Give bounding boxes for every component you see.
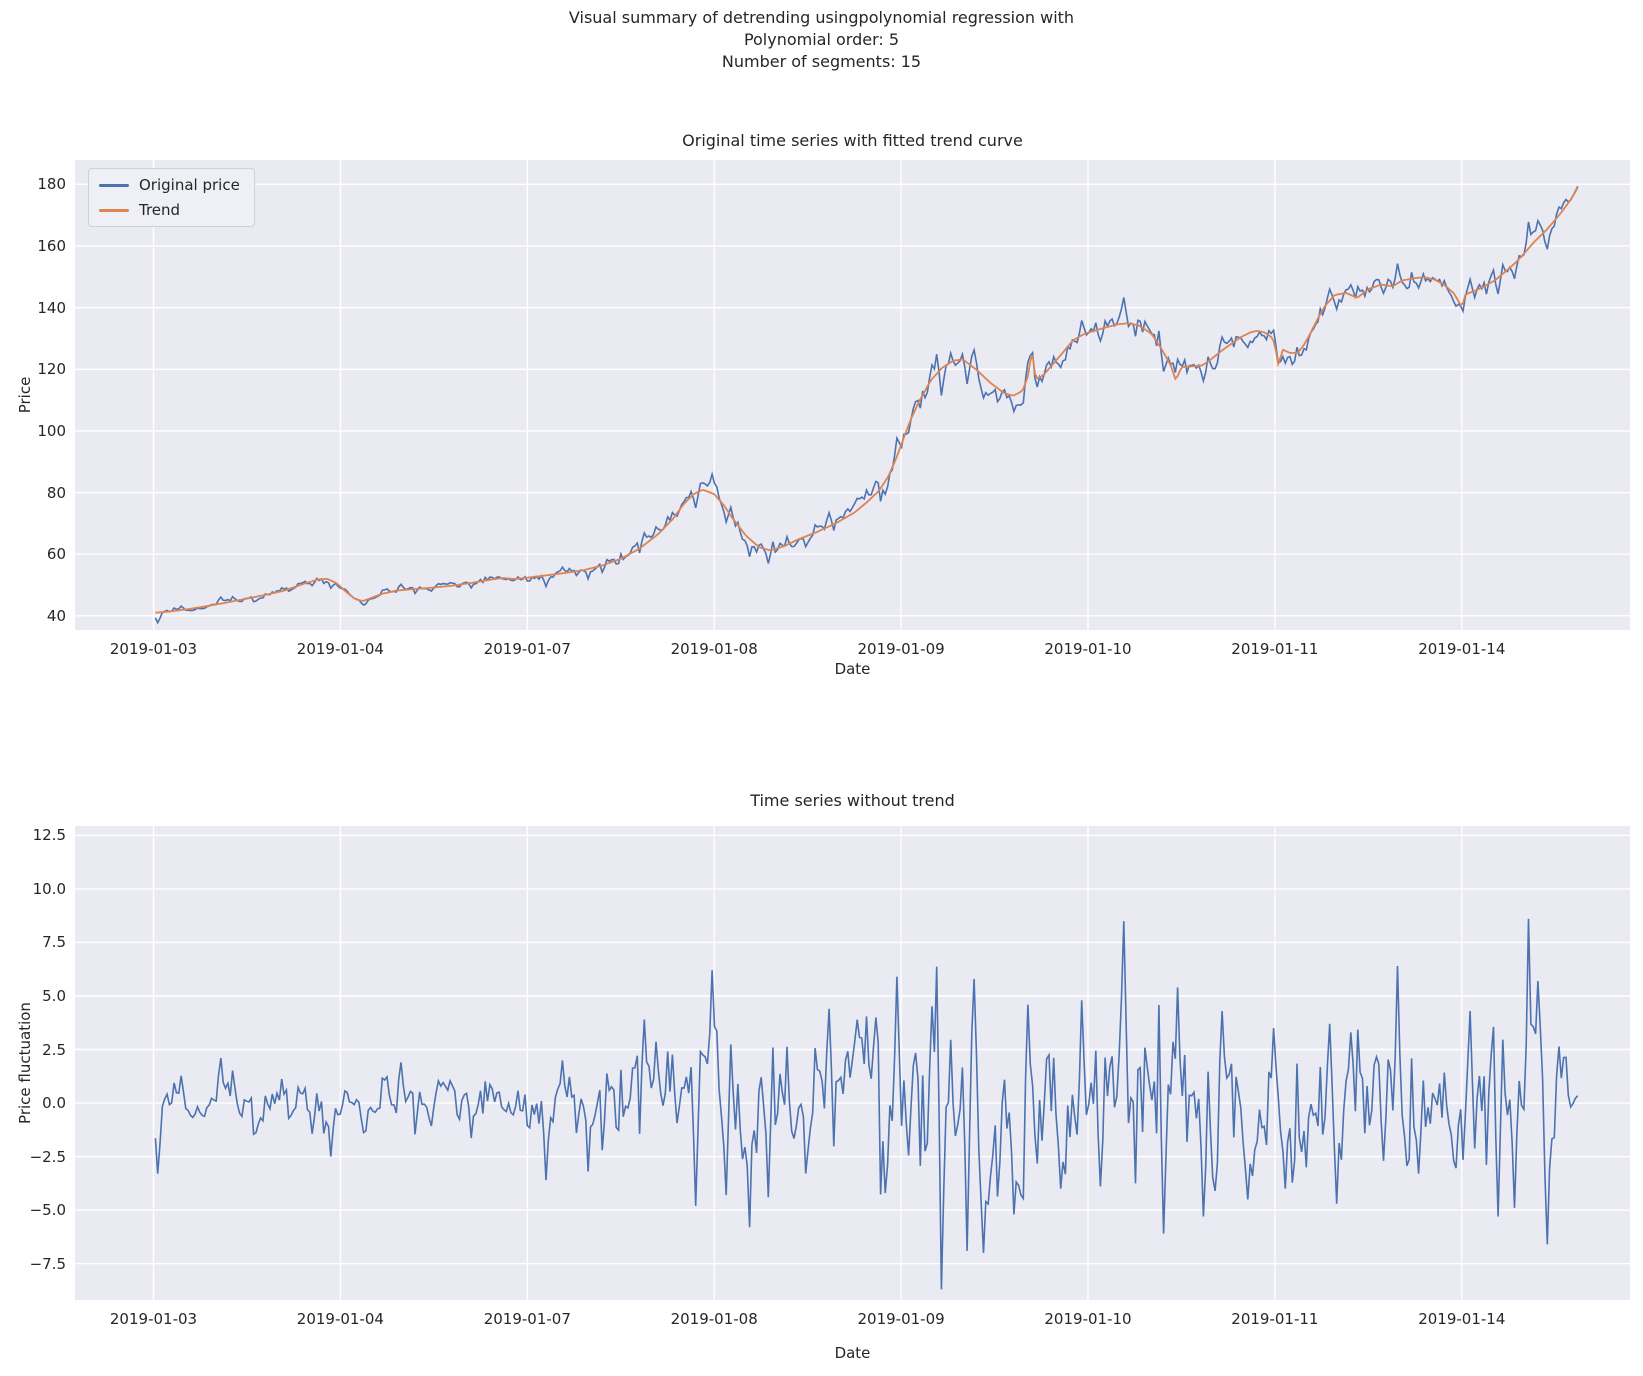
legend-label-trend: Trend	[139, 201, 181, 219]
bottom-y-tick-label: −7.5	[29, 1254, 66, 1273]
top-y-tick-label: 120	[37, 360, 66, 379]
top-chart-xlabel: Date	[834, 660, 871, 678]
top-x-tick-label: 2019-01-09	[857, 640, 945, 658]
plot-background	[75, 160, 1630, 630]
bottom-x-tick-label: 2019-01-10	[1044, 1310, 1132, 1328]
grid-lines	[75, 826, 1630, 1300]
top-y-tick-label: 60	[46, 545, 66, 564]
bottom-x-tick-label: 2019-01-03	[109, 1310, 198, 1328]
top-x-tick-label: 2019-01-10	[1044, 640, 1132, 658]
top-y-tick-label: 100	[37, 421, 66, 440]
grid-lines	[75, 160, 1630, 630]
figure-title-line-3: Number of segments: 15	[721, 52, 922, 71]
top-x-tick-label: 2019-01-03	[109, 640, 198, 658]
bottom-y-tick-label: 12.5	[32, 826, 66, 845]
bottom-y-tick-label: 0.0	[42, 1094, 66, 1113]
legend-row-original-price: Original price	[99, 176, 240, 194]
bottom-x-tick-label: 2019-01-09	[857, 1310, 945, 1328]
bottom-y-tick-label: 2.5	[42, 1040, 66, 1059]
top-x-tick-label: 2019-01-08	[670, 640, 758, 658]
bottom-chart-xlabel: Date	[834, 1344, 871, 1362]
bottom-x-tick-label: 2019-01-07	[483, 1310, 571, 1328]
bottom-x-tick-label: 2019-01-14	[1418, 1310, 1506, 1328]
trend-line-swatch	[99, 208, 129, 212]
bottom-y-tick-label: 10.0	[32, 879, 66, 898]
figure-title-line-2: Polynomial order: 5	[743, 30, 900, 49]
residual-line	[154, 918, 1579, 1290]
data-lines	[154, 918, 1579, 1290]
legend: Original price Trend	[88, 168, 255, 227]
bottom-y-tick-label: 7.5	[42, 933, 66, 952]
top-x-tick-label: 2019-01-07	[483, 640, 571, 658]
bottom-x-tick-label: 2019-01-11	[1231, 1310, 1319, 1328]
bottom-chart-title: Time series without trend	[750, 791, 955, 810]
top-y-tick-label: 40	[46, 606, 66, 625]
top-chart-title: Original time series with fitted trend c…	[682, 131, 1023, 150]
legend-row-trend: Trend	[99, 201, 240, 219]
trend-line	[155, 186, 1579, 614]
bottom-chart	[75, 826, 1630, 1300]
top-chart-ylabel: Price	[16, 376, 34, 414]
bottom-x-tick-label: 2019-01-04	[296, 1310, 384, 1328]
top-x-tick-label: 2019-01-04	[296, 640, 384, 658]
top-y-tick-label: 180	[37, 175, 66, 194]
bottom-x-tick-label: 2019-01-08	[670, 1310, 758, 1328]
bottom-y-tick-label: 5.0	[42, 986, 66, 1005]
bottom-y-tick-label: −2.5	[29, 1147, 66, 1166]
top-y-tick-label: 80	[46, 483, 66, 502]
figure-title-line-1: Visual summary of detrending usingpolyno…	[568, 8, 1075, 27]
data-lines	[154, 186, 1579, 625]
top-y-tick-label: 160	[37, 236, 66, 255]
bottom-y-tick-label: −5.0	[29, 1201, 66, 1220]
original-price-line-swatch	[99, 183, 129, 187]
top-y-tick-label: 140	[37, 298, 66, 317]
top-x-tick-label: 2019-01-14	[1418, 640, 1506, 658]
legend-label-original-price: Original price	[139, 176, 240, 194]
top-chart	[75, 160, 1630, 630]
top-x-tick-label: 2019-01-11	[1231, 640, 1319, 658]
